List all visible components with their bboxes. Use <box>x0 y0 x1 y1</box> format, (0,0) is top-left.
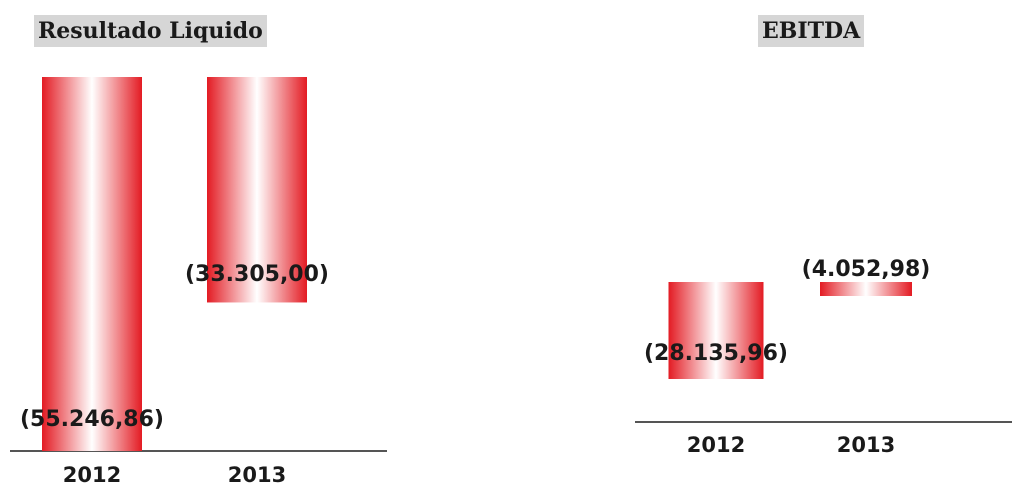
data-label-2012: (55.246,86) <box>20 407 164 432</box>
x-tick-label-2012: 2012 <box>687 433 745 457</box>
bar-2013 <box>207 77 307 303</box>
chart-title-ebitda: EBITDA <box>758 15 865 47</box>
x-tick-label-2012: 2012 <box>63 463 121 484</box>
x-tick-label-2013: 2013 <box>837 433 895 457</box>
data-label-2012: (28.135,96) <box>644 341 788 366</box>
x-tick-label-2013: 2013 <box>228 463 286 484</box>
bar-2012 <box>42 77 142 451</box>
chart-title-resultado: Resultado Liquido <box>34 15 267 47</box>
data-label-2013: (4.052,98) <box>802 257 931 282</box>
bar-2012 <box>668 282 764 379</box>
bar-2013 <box>820 282 912 296</box>
data-label-2013: (33.305,00) <box>185 262 329 287</box>
